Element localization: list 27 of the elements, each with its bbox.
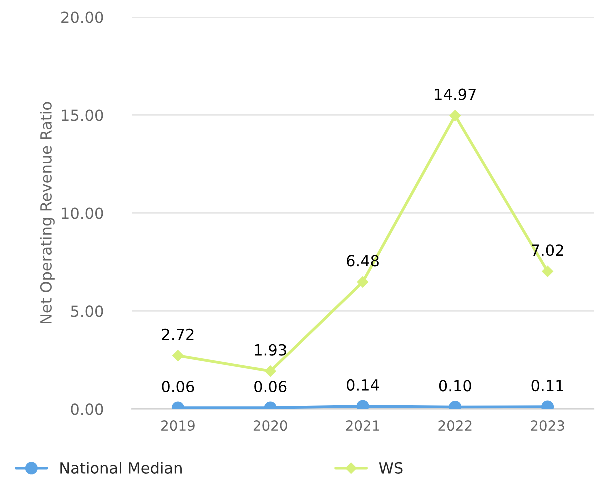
point: [542, 266, 554, 278]
point: [264, 366, 276, 377]
data-label: 1.93: [255, 344, 286, 356]
legend-label: WS: [379, 462, 403, 474]
data-label: 0.06: [162, 381, 194, 393]
x-tick-label: 2022: [438, 420, 472, 432]
y-tick-label: 10.00: [62, 208, 104, 220]
data-label: 7.02: [532, 244, 564, 256]
y-tick-label: 20.00: [62, 12, 104, 24]
data-label: 0.06: [254, 381, 287, 393]
data-label: 6.48: [347, 255, 379, 267]
x-tick-label: 2023: [531, 420, 564, 432]
x-tick-label: 2020: [254, 420, 288, 432]
data-label: 2.72: [162, 328, 194, 340]
data-label: 0.14: [347, 379, 380, 391]
y-axis-title: Net Operating Revenue Ratio: [40, 102, 55, 324]
y-tick-label: 0.00: [71, 404, 104, 416]
point: [357, 276, 369, 288]
point: [172, 350, 184, 362]
x-tick-label: 2019: [162, 420, 195, 432]
y-tick-label: 15.00: [62, 110, 104, 122]
x-tick-label: 2021: [346, 420, 380, 432]
y-tick-label: 5.00: [71, 306, 104, 318]
data-label: 0.11: [532, 380, 564, 392]
data-label: 0.10: [439, 380, 472, 392]
data-label: 14.97: [435, 88, 476, 100]
legend-label: National Median: [60, 462, 182, 474]
